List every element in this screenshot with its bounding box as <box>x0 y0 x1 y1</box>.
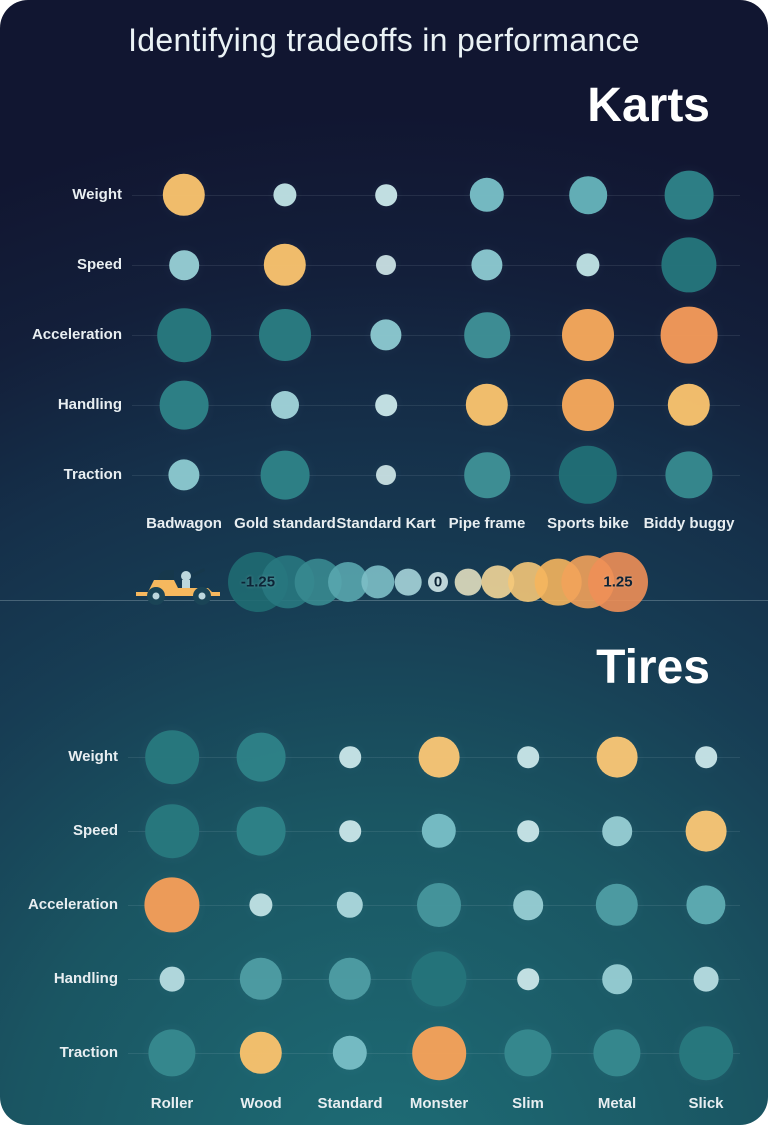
karts-bubble <box>271 391 299 419</box>
tires-row-label: Handling <box>0 970 118 987</box>
main-title: Identifying tradeoffs in performance <box>0 22 768 59</box>
legend: -1.25 0 1.25 <box>0 550 768 614</box>
karts-bubble <box>168 459 199 490</box>
tires-bubble <box>602 816 632 846</box>
karts-gridline <box>132 265 740 266</box>
karts-bubble <box>665 171 714 220</box>
karts-bubble <box>261 451 310 500</box>
tires-bubble <box>694 967 719 992</box>
karts-bubble <box>559 446 617 504</box>
tires-bubble <box>417 883 461 927</box>
karts-bubble <box>562 379 614 431</box>
karts-col-label: Biddy buggy <box>629 515 749 532</box>
legend-label: 0 <box>434 574 442 591</box>
tires-bubble <box>695 746 717 768</box>
tires-bubble <box>160 967 185 992</box>
karts-bubble <box>259 309 311 361</box>
tires-bubble <box>412 1026 466 1080</box>
tires-bubble <box>411 951 466 1006</box>
tires-bubble <box>602 964 632 994</box>
tires-bubble <box>249 893 272 916</box>
karts-chart: Weight Speed Acceleration Handling Traction B… <box>0 160 768 570</box>
tires-bubble <box>339 746 361 768</box>
karts-bubble <box>169 250 199 280</box>
legend-label: -1.25 <box>241 574 275 591</box>
legend-bubble <box>395 569 422 596</box>
kart-icon <box>130 558 226 606</box>
tires-bubble <box>240 958 282 1000</box>
tires-bubble <box>144 877 199 932</box>
tires-bubble <box>333 1036 367 1070</box>
tires-bubble <box>237 733 286 782</box>
karts-bubble <box>466 384 508 426</box>
karts-bubble <box>273 183 296 206</box>
karts-bubble <box>665 451 712 498</box>
karts-row-label: Handling <box>0 396 122 413</box>
tires-chart: WeightSpeedAccelerationHandlingTractionR… <box>0 720 768 1125</box>
tires-bubble <box>686 811 727 852</box>
legend-bubble <box>361 565 394 598</box>
tires-bubble <box>240 1032 282 1074</box>
karts-row-label: Weight <box>0 186 122 203</box>
tires-row-label: Traction <box>0 1044 118 1061</box>
karts-bubble <box>569 176 607 214</box>
karts-gridline <box>132 335 740 336</box>
tires-bubble <box>517 746 539 768</box>
tires-bubble <box>504 1029 551 1076</box>
tires-row-label: Acceleration <box>0 896 118 913</box>
karts-bubble <box>375 394 397 416</box>
tires-bubble <box>237 807 286 856</box>
karts-bubble <box>661 237 716 292</box>
tires-bubble <box>517 820 539 842</box>
legend-label: 1.25 <box>603 574 632 591</box>
karts-bubble <box>464 452 510 498</box>
section-divider <box>0 600 768 601</box>
tires-bubble <box>329 958 371 1000</box>
tires-col-label: Slick <box>646 1095 766 1112</box>
karts-bubble <box>471 249 502 280</box>
karts-row-label: Traction <box>0 466 122 483</box>
tires-bubble <box>148 1029 195 1076</box>
karts-bubble <box>376 465 396 485</box>
karts-bubble <box>661 307 718 364</box>
section-title-tires: Tires <box>596 640 710 695</box>
karts-bubble <box>668 384 710 426</box>
tires-bubble <box>337 892 363 918</box>
karts-bubble <box>576 253 599 276</box>
karts-bubble <box>370 319 401 350</box>
karts-bubble <box>376 255 396 275</box>
section-title-karts: Karts <box>587 78 710 133</box>
tires-bubble <box>419 737 460 778</box>
karts-bubble <box>562 309 614 361</box>
tires-bubble <box>593 1029 640 1076</box>
karts-bubble <box>160 381 209 430</box>
legend-bubble <box>455 569 482 596</box>
karts-bubble <box>470 178 504 212</box>
tires-bubble <box>513 890 543 920</box>
tires-bubble <box>686 885 725 924</box>
tires-row-label: Speed <box>0 822 118 839</box>
karts-gridline <box>132 475 740 476</box>
karts-row-label: Acceleration <box>0 326 122 343</box>
karts-row-label: Speed <box>0 256 122 273</box>
karts-gridline <box>132 195 740 196</box>
tires-bubble <box>517 968 539 990</box>
tires-row-label: Weight <box>0 748 118 765</box>
tires-bubble <box>597 737 638 778</box>
karts-bubble <box>163 174 205 216</box>
tires-bubble <box>422 814 456 848</box>
karts-bubble <box>157 308 211 362</box>
karts-bubble <box>264 244 306 286</box>
karts-bubble <box>375 184 397 206</box>
karts-gridline <box>132 405 740 406</box>
tires-bubble <box>596 884 638 926</box>
tires-bubble <box>145 730 199 784</box>
karts-bubble <box>464 312 510 358</box>
tires-bubble <box>679 1026 733 1080</box>
tires-bubble <box>339 820 361 842</box>
tires-bubble <box>145 804 199 858</box>
